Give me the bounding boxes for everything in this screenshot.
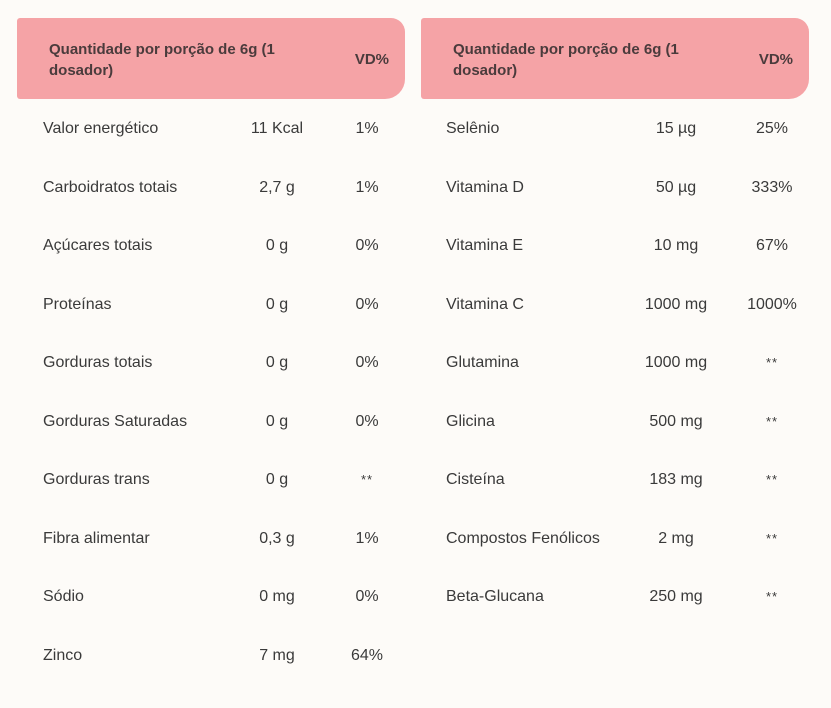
nutrient-amount: 7 mg [259,646,295,664]
nutrient-daily-value: 0% [355,237,379,254]
nutrient-name: Compostos Fenólicos [446,529,600,547]
nutrient-daily-value: ** [360,472,374,487]
nutrient-amount: 0 mg [259,588,295,605]
nutrient-amount: 500 mg [649,412,703,430]
nutrient-amount: 183 mg [649,471,703,488]
table-row: Proteínas 0 g 0% [17,275,405,334]
nutrient-name: Cisteína [446,471,505,488]
nutrient-amount: 2 mg [658,529,694,547]
table-row: Valor energético 11 Kcal 1% [17,99,405,158]
table-row: Vitamina E 10 mg 67% [421,216,809,275]
table-row: Cisteína 183 mg ** [421,450,809,509]
nutrient-name: Sódio [43,588,84,605]
nutrition-table-left: Quantidade por porção de 6g (1 dosador) … [17,18,405,664]
nutrient-amount: 15 µg [655,120,697,137]
header-daily-value: VD% [758,51,793,68]
table-row: Beta-Glucana 250 mg ** [421,567,809,626]
nutrient-daily-value: 0% [355,295,379,313]
nutrient-name: Gorduras trans [43,471,150,488]
nutrient-name: Valor energético [43,120,159,137]
nutrient-name: Glutamina [446,354,519,371]
nutrient-name: Vitamina D [446,178,524,196]
nutrient-daily-value: 25% [755,120,789,137]
nutrient-amount: 250 mg [649,588,703,605]
nutrient-daily-value: 64% [350,646,384,664]
nutrient-amount: 1000 mg [644,295,708,313]
header-serving-size: Quantidade por porção de 6g (1 dosador) [453,41,679,79]
table-row: Gorduras trans 0 g ** [17,450,405,509]
nutrient-amount: 1000 mg [644,354,708,371]
nutrient-name: Gorduras Saturadas [43,412,188,430]
nutrition-table-right: Quantidade por porção de 6g (1 dosador) … [421,18,809,605]
nutrient-amount: 2,7 g [259,178,295,196]
nutrient-amount: 0,3 g [259,529,295,547]
nutrient-daily-value: ** [765,589,779,604]
nutrient-daily-value: 1% [355,120,379,137]
nutrient-amount: 0 g [265,412,289,430]
header-daily-value: VD% [354,51,389,68]
nutrient-name: Proteínas [43,295,112,313]
table-row: Vitamina D 50 µg 333% [421,158,809,217]
nutrient-daily-value: 1% [355,529,379,547]
table-row: Carboidratos totais 2,7 g 1% [17,158,405,217]
header-serving-size: Quantidade por porção de 6g (1 dosador) [49,41,275,79]
nutrient-amount: 0 g [265,354,289,371]
nutrient-daily-value: 0% [355,354,379,371]
nutrient-name: Fibra alimentar [43,529,150,547]
nutrient-daily-value: 1000% [747,295,797,313]
nutrient-daily-value: 0% [355,412,379,430]
table-header: Quantidade por porção de 6g (1 dosador) … [17,18,405,99]
nutrient-amount: 11 Kcal [250,120,304,137]
table-row: Gorduras totais 0 g 0% [17,333,405,392]
nutrient-daily-value: ** [765,355,779,370]
table-row: Glutamina 1000 mg ** [421,333,809,392]
nutrient-name: Vitamina E [446,237,524,254]
table-row: Sódio 0 mg 0% [17,567,405,626]
nutrient-name: Açúcares totais [43,237,153,254]
table-row: Glicina 500 mg ** [421,392,809,451]
nutrient-daily-value: ** [765,472,779,487]
table-row: Fibra alimentar 0,3 g 1% [17,509,405,568]
nutrient-amount: 0 g [265,471,289,488]
nutrient-name: Carboidratos totais [43,178,178,196]
table-body: Valor energético 11 Kcal 1% Carboidratos to… [17,99,405,684]
nutrient-name: Vitamina C [446,295,524,313]
nutrient-name: Gorduras totais [43,354,153,371]
nutrient-amount: 0 g [265,237,289,254]
nutrient-daily-value: 1% [355,178,379,196]
table-row: Gorduras Saturadas 0 g 0% [17,392,405,451]
nutrient-daily-value: ** [765,530,779,546]
table-row: Zinco 7 mg 64% [17,626,405,685]
nutrient-name: Glicina [446,412,495,430]
table-row: Selênio 15 µg 25% [421,99,809,158]
table-body: Selênio 15 µg 25% Vitamina D 50 µg 333% Vitami… [421,99,809,626]
nutrient-name: Zinco [43,646,83,664]
nutrient-name: Beta-Glucana [446,588,544,605]
nutrient-amount: 50 µg [655,178,697,196]
table-header: Quantidade por porção de 6g (1 dosador) … [421,18,809,99]
nutrient-daily-value: 333% [751,178,793,196]
table-row: Açúcares totais 0 g 0% [17,216,405,275]
nutrient-daily-value: 67% [755,237,789,254]
nutrient-amount: 0 g [265,295,289,313]
nutrient-daily-value: ** [765,413,779,429]
nutrient-amount: 10 mg [653,237,699,254]
table-row: Compostos Fenólicos 2 mg ** [421,509,809,568]
table-row: Vitamina C 1000 mg 1000% [421,275,809,334]
nutrient-name: Selênio [446,120,500,137]
nutrient-daily-value: 0% [355,588,379,605]
